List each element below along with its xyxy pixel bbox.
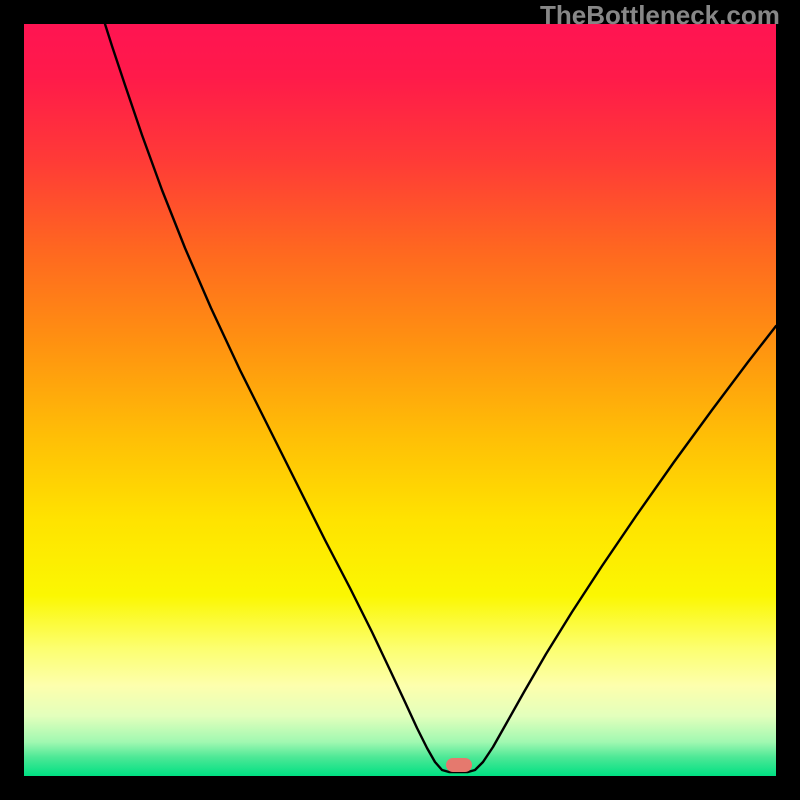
optimal-marker (446, 758, 472, 772)
watermark-label: TheBottleneck.com (540, 0, 780, 31)
bottleneck-curve (0, 0, 800, 800)
